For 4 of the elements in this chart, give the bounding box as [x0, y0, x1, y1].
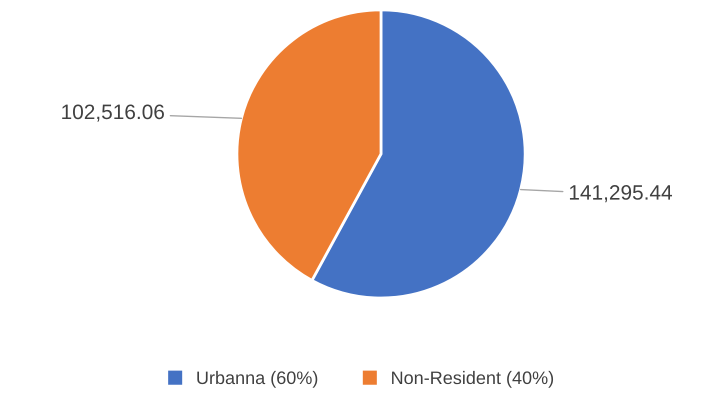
data-label: 102,516.06 — [62, 104, 164, 122]
data-label: 141,295.44 — [570, 185, 672, 202]
legend-label: Urbanna (60%) — [197, 370, 318, 388]
legend-label: Non-Resident (40%) — [392, 370, 554, 388]
